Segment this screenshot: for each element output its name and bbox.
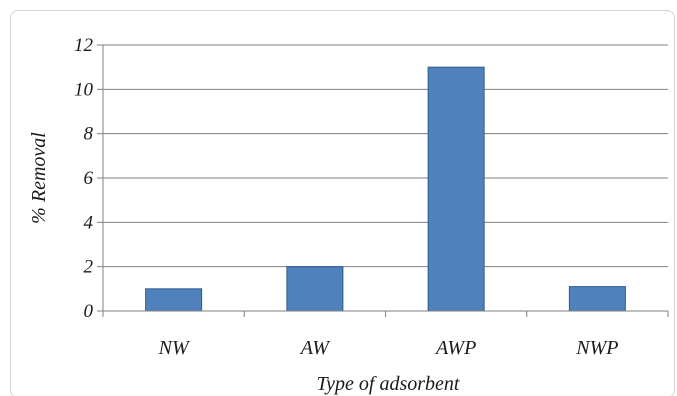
- category-label-nwp: NWP: [575, 337, 618, 359]
- bar-nwp: [568, 286, 626, 312]
- category-label-aw: AW: [299, 337, 331, 359]
- y-tick-label: 0: [84, 301, 94, 322]
- category-label-awp: AWP: [434, 337, 476, 359]
- x-axis-title: Type of adsorbent: [317, 373, 460, 395]
- bar-aw: [286, 266, 344, 312]
- bar-nw: [145, 288, 203, 312]
- y-tick-label: 10: [74, 79, 94, 100]
- gridlines: [97, 44, 668, 312]
- axes: [102, 45, 669, 317]
- y-tick-label: 6: [84, 168, 94, 189]
- y-axis-title: % Removal: [28, 132, 50, 224]
- category-labels: NW AW AWP NWP: [158, 337, 619, 359]
- y-tick-label: 2: [84, 257, 94, 278]
- category-label-nw: NW: [158, 337, 191, 359]
- bars: [145, 66, 626, 312]
- chart-frame: [10, 10, 675, 396]
- bar-awp: [427, 66, 485, 312]
- y-tick-label: 12: [74, 35, 94, 56]
- y-tick-labels: 0 2 4 6 8 10 12: [74, 35, 94, 322]
- y-tick-label: 8: [84, 124, 94, 145]
- y-tick-label: 4: [84, 212, 94, 233]
